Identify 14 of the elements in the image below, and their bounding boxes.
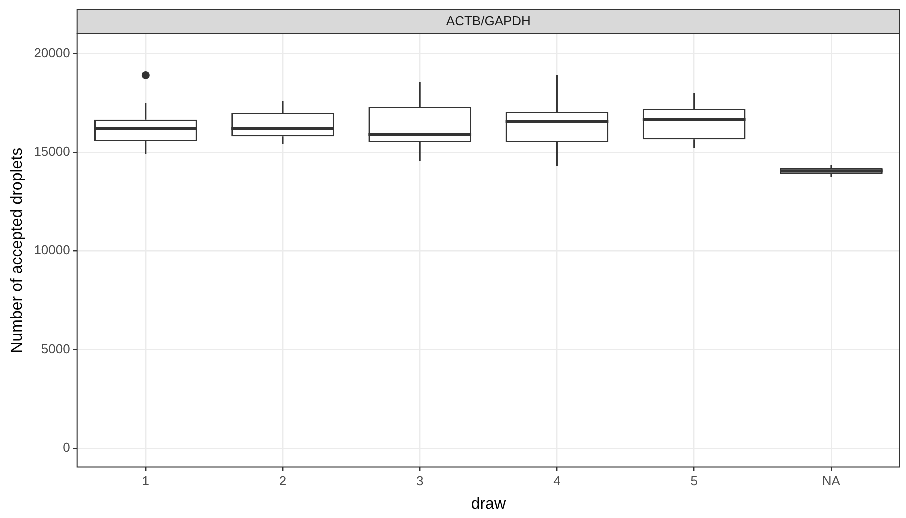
x-tick-label: NA bbox=[822, 474, 841, 489]
y-tick-label: 15000 bbox=[34, 144, 70, 159]
x-tick-label: 5 bbox=[690, 474, 698, 489]
y-tick-label: 5000 bbox=[41, 341, 70, 356]
chart-title: ACTB/GAPDH bbox=[446, 14, 531, 29]
x-tick-label: 4 bbox=[554, 474, 561, 489]
y-tick-label: 20000 bbox=[34, 45, 70, 60]
x-tick-label: 2 bbox=[279, 474, 287, 489]
x-tick-label: 1 bbox=[142, 474, 150, 489]
y-tick-label: 0 bbox=[63, 440, 70, 456]
y-axis-title: Number of accepted droplets bbox=[9, 148, 26, 354]
y-tick-label: 10000 bbox=[34, 242, 70, 258]
x-axis-title: draw bbox=[471, 496, 506, 513]
x-tick-label: 3 bbox=[416, 474, 424, 489]
